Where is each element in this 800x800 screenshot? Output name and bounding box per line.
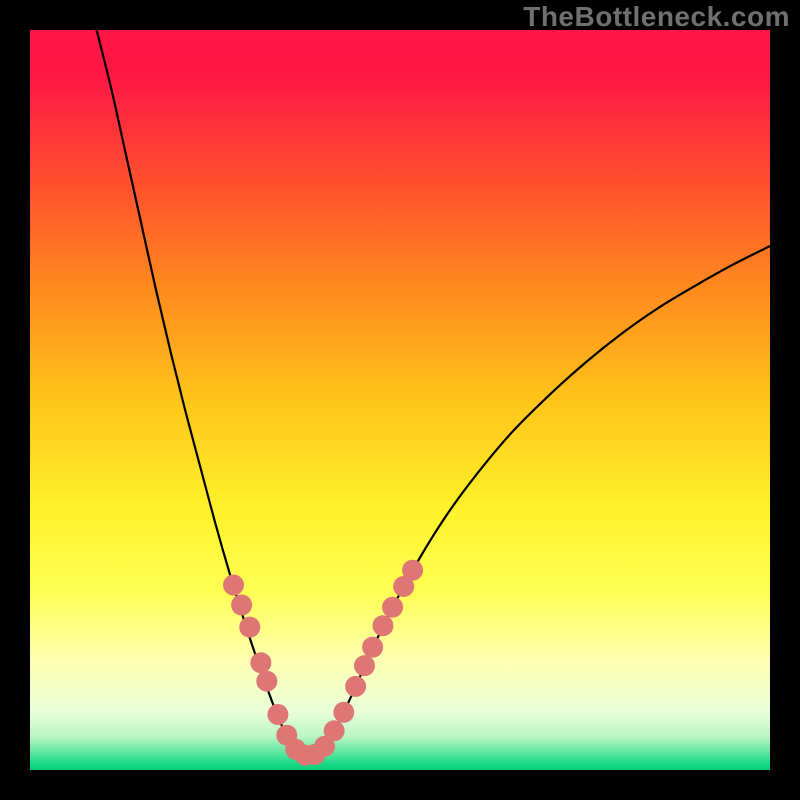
data-marker (354, 655, 375, 676)
watermark-text: TheBottleneck.com (523, 1, 790, 33)
data-marker (267, 704, 288, 725)
gradient-background (30, 30, 770, 770)
data-marker (333, 702, 354, 723)
data-marker (382, 597, 403, 618)
data-marker (231, 594, 252, 615)
data-marker (223, 575, 244, 596)
figure-canvas: TheBottleneck.com (0, 0, 800, 800)
data-marker (402, 560, 423, 581)
data-marker (250, 652, 271, 673)
data-marker (239, 617, 260, 638)
data-marker (324, 720, 345, 741)
data-marker (256, 671, 277, 692)
data-marker (362, 637, 383, 658)
data-marker (372, 615, 393, 636)
plot-area (30, 30, 770, 770)
data-marker (345, 676, 366, 697)
